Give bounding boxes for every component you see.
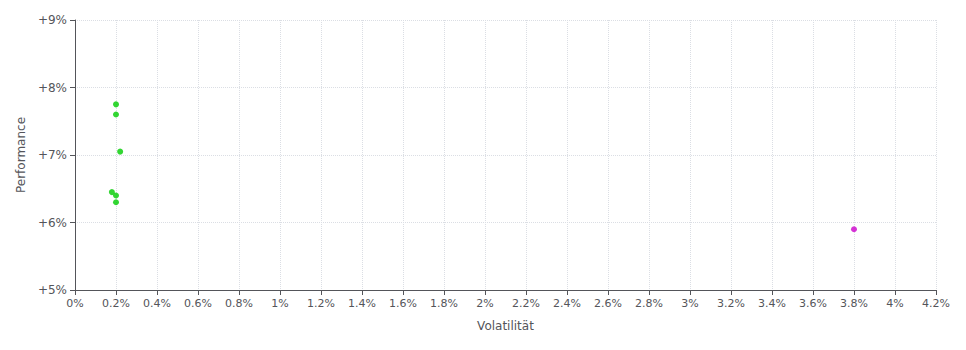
svg-text:2.8%: 2.8% [635,297,663,310]
svg-text:0.4%: 0.4% [143,297,171,310]
svg-text:Performance: Performance [14,117,28,193]
svg-text:3.8%: 3.8% [840,297,868,310]
svg-text:1.2%: 1.2% [307,297,335,310]
svg-text:0.6%: 0.6% [184,297,212,310]
svg-text:2.2%: 2.2% [512,297,540,310]
svg-text:+6%: +6% [38,216,67,230]
svg-text:2.4%: 2.4% [553,297,581,310]
svg-text:+8%: +8% [38,81,67,95]
svg-text:1.4%: 1.4% [348,297,376,310]
svg-text:1.8%: 1.8% [430,297,458,310]
svg-text:4.2%: 4.2% [922,297,950,310]
svg-text:3.2%: 3.2% [717,297,745,310]
svg-text:1%: 1% [271,297,288,310]
svg-text:0.8%: 0.8% [225,297,253,310]
svg-text:+5%: +5% [38,283,67,297]
svg-text:4%: 4% [886,297,903,310]
svg-text:+9%: +9% [38,13,67,27]
svg-text:1.6%: 1.6% [389,297,417,310]
svg-text:3.4%: 3.4% [758,297,786,310]
svg-text:2%: 2% [476,297,493,310]
svg-text:3.6%: 3.6% [799,297,827,310]
svg-text:3%: 3% [681,297,698,310]
svg-text:0%: 0% [66,297,83,310]
svg-text:+7%: +7% [38,148,67,162]
svg-text:2.6%: 2.6% [594,297,622,310]
svg-text:0.2%: 0.2% [102,297,130,310]
svg-text:Volatilität: Volatilität [477,319,534,333]
